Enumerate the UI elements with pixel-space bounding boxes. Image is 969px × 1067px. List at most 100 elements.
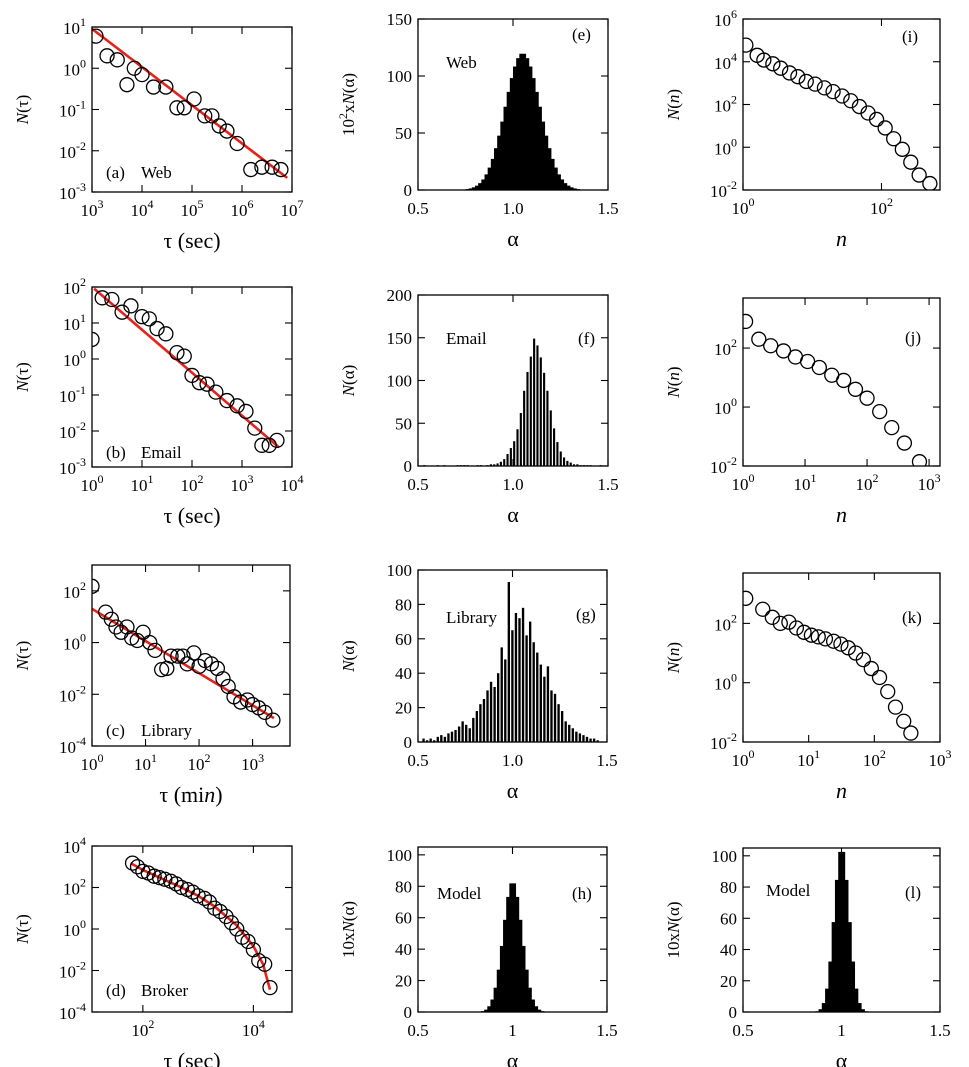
y-axis-label: 10xN(α) bbox=[339, 901, 358, 958]
histogram-bar bbox=[589, 738, 592, 742]
x-tick-label: 102 bbox=[181, 472, 204, 495]
y-tick-label: 10-4 bbox=[59, 1000, 86, 1023]
y-tick-label: 102 bbox=[714, 611, 737, 634]
data-point bbox=[215, 671, 231, 687]
data-point bbox=[157, 871, 173, 887]
histogram-bar bbox=[575, 731, 578, 742]
histogram-bar bbox=[497, 135, 501, 190]
histogram-bar bbox=[539, 664, 542, 742]
x-tick-label: 102 bbox=[870, 195, 893, 218]
data-point bbox=[163, 648, 179, 664]
data-point bbox=[186, 91, 202, 107]
histogram-bar bbox=[566, 185, 571, 190]
plot-area bbox=[743, 37, 938, 190]
data-point bbox=[134, 66, 150, 83]
histogram-bar bbox=[526, 371, 529, 466]
data-point bbox=[803, 627, 820, 643]
histogram-bar bbox=[541, 121, 546, 190]
histogram-bar bbox=[821, 1003, 826, 1012]
histogram-bar bbox=[528, 66, 533, 190]
y-axis-label: 10xN(α) bbox=[664, 901, 683, 958]
fit-line bbox=[93, 287, 280, 449]
plot-frame bbox=[742, 847, 941, 1013]
histogram-bar bbox=[494, 148, 498, 190]
data-point bbox=[175, 648, 191, 664]
x-tick-label: 103 bbox=[231, 472, 254, 495]
plot-area bbox=[477, 883, 548, 1012]
data-point bbox=[790, 69, 806, 85]
histogram-bar bbox=[489, 464, 492, 466]
data-point bbox=[764, 609, 781, 625]
histogram-bar bbox=[511, 630, 514, 742]
y-tick-label: 10-2 bbox=[710, 178, 737, 201]
x-axis-label: α bbox=[507, 226, 519, 251]
histogram-bar bbox=[454, 729, 457, 742]
histogram-bar bbox=[436, 736, 439, 742]
data-point bbox=[896, 435, 913, 451]
data-point bbox=[247, 420, 263, 436]
y-tick-label: 104 bbox=[714, 50, 737, 73]
histogram-bar bbox=[566, 460, 569, 466]
data-point bbox=[859, 390, 875, 406]
y-axis-label: N(τ) bbox=[13, 95, 32, 126]
panel-b: 100 101 102 103 104 10-3 10-2 10-1 100 101 102 τ (s… bbox=[13, 275, 304, 528]
x-tick-label: 104 bbox=[281, 472, 304, 495]
data-point bbox=[141, 311, 157, 327]
histogram-bar bbox=[440, 735, 443, 742]
x-axis-label: n bbox=[836, 226, 847, 251]
data-point bbox=[196, 890, 213, 906]
data-point bbox=[146, 868, 162, 884]
data-point bbox=[903, 725, 919, 741]
data-point bbox=[880, 683, 896, 700]
x-tick-label: 1.0 bbox=[502, 199, 523, 218]
histogram-bar bbox=[506, 896, 510, 1012]
x-tick-label: 1.5 bbox=[597, 475, 618, 494]
histogram-bar bbox=[535, 91, 539, 190]
y-tick-label: 50 bbox=[395, 124, 412, 143]
histogram-bar bbox=[528, 621, 532, 742]
data-point bbox=[264, 159, 280, 175]
data-point bbox=[173, 879, 190, 896]
histogram-bar bbox=[509, 78, 514, 190]
x-tick-label: 0.5 bbox=[732, 1021, 753, 1040]
data-point bbox=[158, 79, 174, 95]
data-point bbox=[199, 376, 215, 392]
data-point bbox=[229, 921, 245, 937]
plot-area bbox=[423, 338, 602, 466]
histogram-bar bbox=[509, 448, 512, 466]
y-tick-label: 100 bbox=[387, 846, 413, 865]
data-point bbox=[743, 313, 754, 330]
panel-label: (d) bbox=[106, 981, 126, 1000]
histogram-bar bbox=[512, 883, 517, 1012]
histogram-bar bbox=[861, 1009, 865, 1012]
data-point bbox=[886, 131, 902, 147]
histogram-bar bbox=[506, 91, 511, 190]
x-tick-label: 100 bbox=[81, 472, 104, 495]
x-tick-label: 103 bbox=[929, 747, 952, 770]
x-tick-label: 101 bbox=[131, 472, 154, 495]
plot-area bbox=[92, 27, 289, 179]
plot-frame bbox=[742, 18, 941, 191]
x-axis-label: n bbox=[836, 502, 847, 527]
histogram-bar bbox=[475, 711, 479, 742]
data-point bbox=[197, 108, 213, 124]
x-tick-label: 105 bbox=[181, 197, 204, 220]
histogram-bar bbox=[503, 919, 507, 1012]
data-point bbox=[186, 645, 202, 661]
data-point bbox=[104, 291, 120, 308]
data-point bbox=[243, 161, 259, 178]
data-point bbox=[99, 48, 115, 64]
x-tick-label: 103 bbox=[81, 197, 104, 220]
plot-frame bbox=[91, 26, 293, 193]
x-tick-label: 101 bbox=[797, 747, 820, 770]
y-tick-label: 100 bbox=[387, 372, 413, 391]
data-point bbox=[191, 375, 207, 391]
x-tick-label: 1.5 bbox=[929, 1021, 950, 1040]
histogram-bar bbox=[563, 183, 568, 190]
data-point bbox=[896, 713, 912, 729]
histogram-bar bbox=[487, 1006, 491, 1012]
histogram-bar bbox=[854, 988, 859, 1012]
data-point bbox=[119, 619, 135, 635]
x-tick-label: 100 bbox=[732, 471, 755, 494]
y-tick-label: 10-2 bbox=[59, 419, 86, 442]
